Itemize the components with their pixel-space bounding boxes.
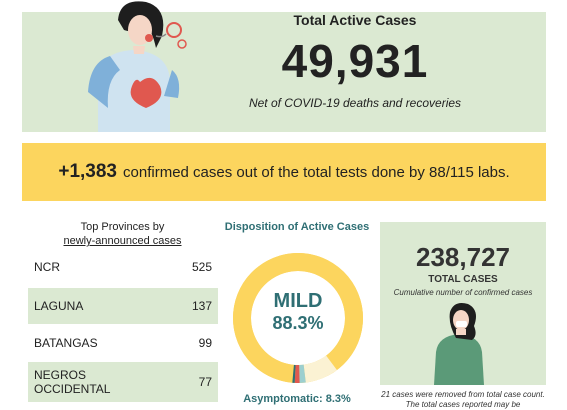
province-value: 77 (198, 375, 212, 389)
confirmed-count: +1,383 (58, 161, 118, 182)
province-name: NCR (34, 260, 60, 274)
total-cases-subtitle: Cumulative number of confirmed cases (393, 288, 533, 297)
asymptomatic-label: Asymptomatic: 8.3% (243, 393, 351, 405)
mild-label: MILD (273, 290, 323, 312)
province-name: LAGUNA (34, 299, 84, 313)
donut-center-label: MILD 88.3% (230, 290, 366, 334)
province-value: 137 (191, 299, 212, 313)
province-value: 99 (198, 336, 212, 350)
province-name: NEGROS OCCIDENTAL (34, 368, 111, 396)
provinces-title-line2: newly-announced cases (63, 235, 182, 247)
total-cases-footnote: 21 cases were removed from total case co… (381, 390, 545, 409)
province-row: LAGUNA 137 (28, 288, 218, 324)
provinces-title: Top Provinces by newly-announced cases (30, 220, 215, 248)
total-cases-label: TOTAL CASES (428, 274, 498, 285)
disposition-donut-chart (233, 253, 363, 383)
provinces-title-line1: Top Provinces by (80, 221, 165, 233)
confirmed-text: confirmed cases out of the total tests d… (123, 163, 510, 181)
province-row: NEGROS OCCIDENTAL 77 (28, 362, 218, 402)
total-cases-number: 238,727 (416, 242, 510, 272)
province-row: BATANGAS 99 (28, 328, 218, 358)
donut-segment-4 (233, 253, 363, 383)
mild-value: 88.3% (272, 313, 324, 333)
active-cases-number: 49,931 (281, 35, 429, 87)
active-cases-subtitle: Net of COVID-19 deaths and recoveries (248, 96, 462, 110)
masked-person-illustration (434, 303, 484, 385)
coughing-woman-illustration (88, 1, 187, 132)
province-row: NCR 525 (28, 252, 218, 282)
province-value: 525 (191, 260, 212, 274)
confirmed-cases-strip: +1,383 confirmed cases out of the total … (22, 143, 546, 201)
disposition-title: Disposition of Active Cases (224, 221, 370, 233)
active-cases-title: Total Active Cases (293, 12, 417, 28)
province-name: BATANGAS (34, 336, 98, 350)
